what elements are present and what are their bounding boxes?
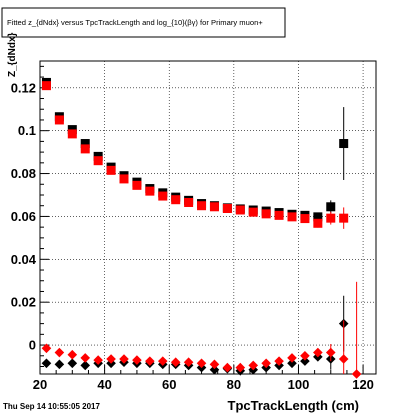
y-tick-label: 0.06: [11, 209, 36, 224]
data-point-diamond: [54, 347, 65, 358]
data-point-diamond: [248, 360, 259, 371]
x-tick-label: 120: [352, 377, 374, 392]
data-point-diamond: [106, 354, 116, 364]
data-point-diamond: [170, 357, 181, 368]
data-point-diamond: [209, 359, 220, 370]
data-point-square: [54, 115, 64, 125]
x-tick-label: 20: [33, 377, 47, 392]
data-point-diamond: [183, 357, 194, 368]
data-point-diamond: [287, 358, 297, 369]
data-point-square: [326, 213, 336, 223]
data-point-diamond: [67, 358, 78, 369]
data-point-diamond: [145, 356, 155, 366]
y-tick-label: 0: [29, 338, 36, 353]
data-point-square: [80, 144, 90, 154]
data-point-square: [313, 212, 323, 222]
data-point-square: [261, 209, 271, 219]
data-point-square: [209, 202, 219, 212]
data-point-square: [313, 218, 323, 228]
data-point-diamond: [222, 362, 233, 373]
data-point-diamond: [325, 347, 336, 358]
x-tick-label: 80: [227, 377, 241, 392]
y-axis-label: Z_{dNdx}: [7, 32, 18, 77]
data-point-square: [132, 180, 142, 190]
data-point-diamond: [209, 364, 220, 375]
data-point-square: [222, 203, 232, 213]
data-point-square: [339, 213, 349, 223]
data-point-square: [300, 214, 310, 224]
x-tick-label: 100: [288, 377, 310, 392]
data-point-diamond: [338, 354, 349, 364]
chart-title: Fitted z_{dNdx} versus TpcTrackLength an…: [7, 18, 263, 27]
series-group: [41, 281, 362, 379]
data-point-diamond: [93, 355, 103, 365]
data-point-diamond: [313, 347, 323, 358]
data-point-diamond: [41, 343, 52, 354]
data-point-square: [248, 207, 258, 217]
data-point-diamond: [235, 362, 246, 373]
data-point-diamond: [300, 356, 310, 366]
data-point-diamond: [54, 359, 65, 370]
tick-labels: 20 40 60 80 100 120 0 0.02 0.04 0.06 0.08 0.1 0.12: [11, 80, 374, 392]
data-point-diamond: [351, 369, 362, 379]
data-point-square: [235, 205, 245, 215]
data-point-diamond: [274, 356, 284, 366]
data-point-diamond: [67, 349, 78, 360]
data-point-diamond: [261, 358, 271, 369]
series-group: [41, 81, 349, 229]
axis-ticks: [39, 65, 364, 374]
x-tick-label: 40: [97, 377, 111, 392]
data-point-square: [80, 139, 90, 149]
plot-frame: [39, 60, 377, 375]
data-point-diamond: [196, 358, 207, 369]
data-point-diamond: [80, 353, 91, 363]
x-axis-label: TpcTrackLength (cm): [228, 398, 359, 413]
data-point-diamond: [287, 353, 297, 363]
data-point-diamond: [119, 354, 129, 364]
data-point-diamond: [300, 350, 310, 361]
data-point-diamond: [41, 358, 52, 369]
data-point-square: [274, 210, 284, 220]
data-series: [41, 77, 362, 379]
data-point-diamond: [132, 355, 142, 365]
data-point-square: [41, 81, 51, 91]
footer-date: Thu Sep 14 10:55:05 2017: [3, 402, 100, 411]
data-point-square: [171, 195, 181, 205]
data-point-diamond: [80, 360, 91, 371]
data-point-square: [93, 156, 103, 166]
data-point-square: [145, 186, 155, 196]
data-point-square: [339, 139, 349, 149]
data-point-square: [184, 197, 194, 207]
y-tick-label: 0.02: [11, 295, 36, 310]
data-point-square: [326, 202, 336, 212]
data-point-square: [67, 129, 77, 139]
data-point-square: [119, 174, 129, 184]
y-tick-label: 0.08: [11, 166, 36, 181]
data-point-square: [287, 212, 297, 222]
data-point-diamond: [157, 356, 168, 366]
title-box: [1, 7, 286, 38]
x-tick-label: 60: [162, 377, 176, 392]
data-point-square: [106, 165, 116, 175]
data-point-square: [158, 191, 168, 201]
y-tick-label: 0.12: [11, 80, 36, 95]
y-tick-label: 0.1: [18, 123, 36, 138]
data-point-square: [197, 201, 207, 211]
y-tick-label: 0.04: [11, 252, 37, 267]
